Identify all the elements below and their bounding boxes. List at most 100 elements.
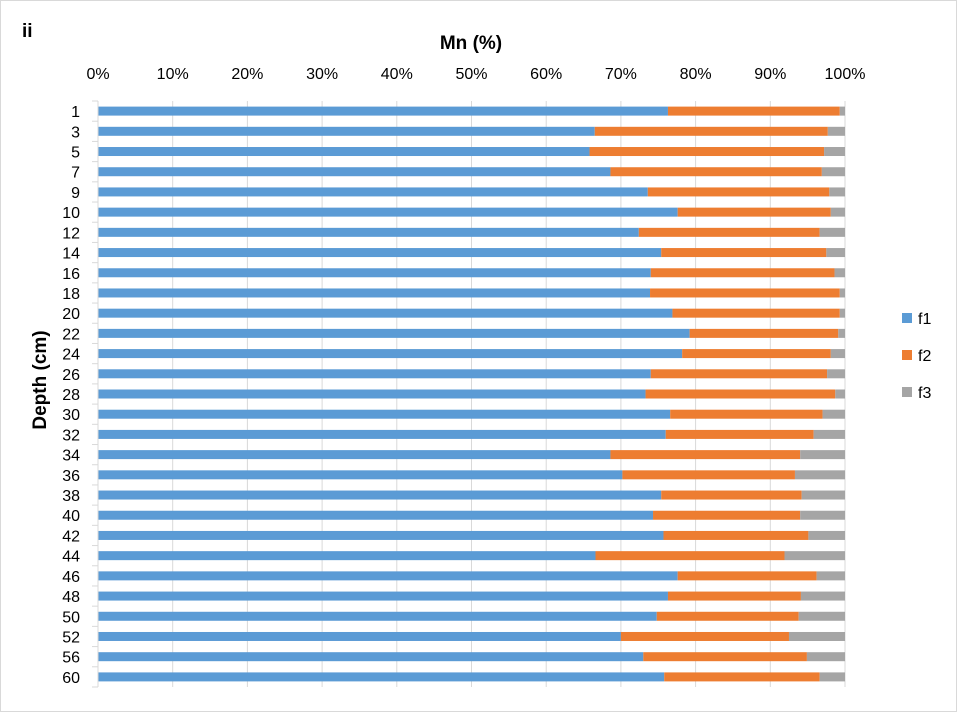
bar-f2 [661,490,802,500]
bar-f2 [610,450,801,460]
y-tick-label: 26 [62,367,80,384]
axes [92,100,99,688]
bar-f3 [830,207,845,217]
y-tick-label: 32 [62,427,80,444]
bar-f3 [829,187,845,197]
bar-f2 [638,227,820,237]
x-tick-label: 50% [455,66,487,83]
y-tick-label: 48 [62,589,80,606]
bar-f3 [834,268,845,278]
y-tick-label: 10 [62,205,80,222]
y-tick-label: 7 [71,165,80,182]
bar-f2 [595,551,785,561]
bar-f3 [800,591,845,601]
x-tick-labels: 0% 10% 20% 30% 40% 50% 60% 70% 80% 90% 100% [86,66,865,83]
bar-f2 [689,328,839,338]
x-tick-label: 30% [306,66,338,83]
bar-f1 [98,450,611,460]
x-tick-label: 100% [825,66,866,83]
y-tick-label: 52 [62,629,80,646]
x-tick-label: 80% [680,66,712,83]
bar-f1 [98,106,668,116]
bar-f1 [98,530,664,540]
bar-f3 [808,530,845,540]
bar-f3 [800,510,845,520]
bar-f2 [682,349,831,359]
bar-f1 [98,288,651,298]
bar-f2 [667,591,801,601]
bar-f2 [672,308,840,318]
bar-f1 [98,409,671,419]
bar-f1 [98,187,648,197]
bar-f3 [813,429,845,439]
y-axis-title: Depth (cm) [30,330,51,429]
bar-f2 [661,248,827,258]
bar-f3 [816,571,845,581]
y-tick-label: 9 [71,185,80,202]
bar-f1 [98,631,621,641]
y-tick-label: 22 [62,326,80,343]
bar-f2 [653,510,801,520]
bar-f3 [819,227,845,237]
bar-f3 [826,248,845,258]
bar-f3 [827,126,845,136]
y-tick-label: 14 [62,246,80,263]
bar-f3 [788,631,845,641]
bar-f1 [98,126,595,136]
y-tick-label: 3 [71,124,80,141]
bar-f3 [839,106,845,116]
bar-f1 [98,147,590,157]
bar-f1 [98,470,623,480]
y-tick-label: 44 [62,549,80,566]
bar-f2 [650,268,835,278]
bar-f2 [677,571,817,581]
y-tick-label: 46 [62,569,80,586]
bar-f3 [784,551,845,561]
x-tick-label: 90% [754,66,786,83]
bar-f1 [98,389,646,399]
bar-f2 [664,672,820,682]
legend-label-f1: f1 [918,311,931,328]
bar-f2 [589,147,825,157]
bar-f3 [830,349,845,359]
bar-f3 [794,470,845,480]
bar-f3 [835,389,845,399]
y-tick-label: 12 [62,225,80,242]
y-tick-label: 34 [62,448,80,465]
bar-f3 [800,450,845,460]
bar-f1 [98,308,673,318]
y-tick-label: 24 [62,347,80,364]
y-tick-labels: 1 3 5 7 9 10 12 14 16 18 20 22 24 26 28 30 32 34 36 38 40 42 4… [62,104,80,687]
y-tick-label: 56 [62,650,80,667]
chart-title: Mn (%) [440,33,502,54]
y-tick-label: 18 [62,286,80,303]
bar-f1 [98,328,690,338]
y-tick-label: 1 [71,104,80,121]
x-tick-label: 0% [86,66,109,83]
bar-f3 [827,369,845,379]
bar-f3 [819,672,845,682]
bar-f2 [677,207,831,217]
legend-label-f3: f3 [918,385,931,402]
panel-label: ii [22,21,33,42]
y-tick-label: 30 [62,407,80,424]
y-tick-label: 16 [62,266,80,283]
bar-f1 [98,652,644,662]
y-tick-label: 5 [71,145,80,162]
y-tick-label: 50 [62,609,80,626]
bar-f3 [839,308,845,318]
bar-f2 [643,652,807,662]
bar-f1 [98,571,678,581]
legend-label-f2: f2 [918,348,931,365]
bar-f1 [98,268,651,278]
bar-f1 [98,248,662,258]
bar-f1 [98,611,657,621]
bar-f1 [98,510,654,520]
bar-f1 [98,672,665,682]
bars [98,106,845,682]
legend: f1 f2 f3 [902,311,931,402]
bar-f2 [650,288,840,298]
bar-f3 [801,490,845,500]
bar-f3 [839,288,845,298]
